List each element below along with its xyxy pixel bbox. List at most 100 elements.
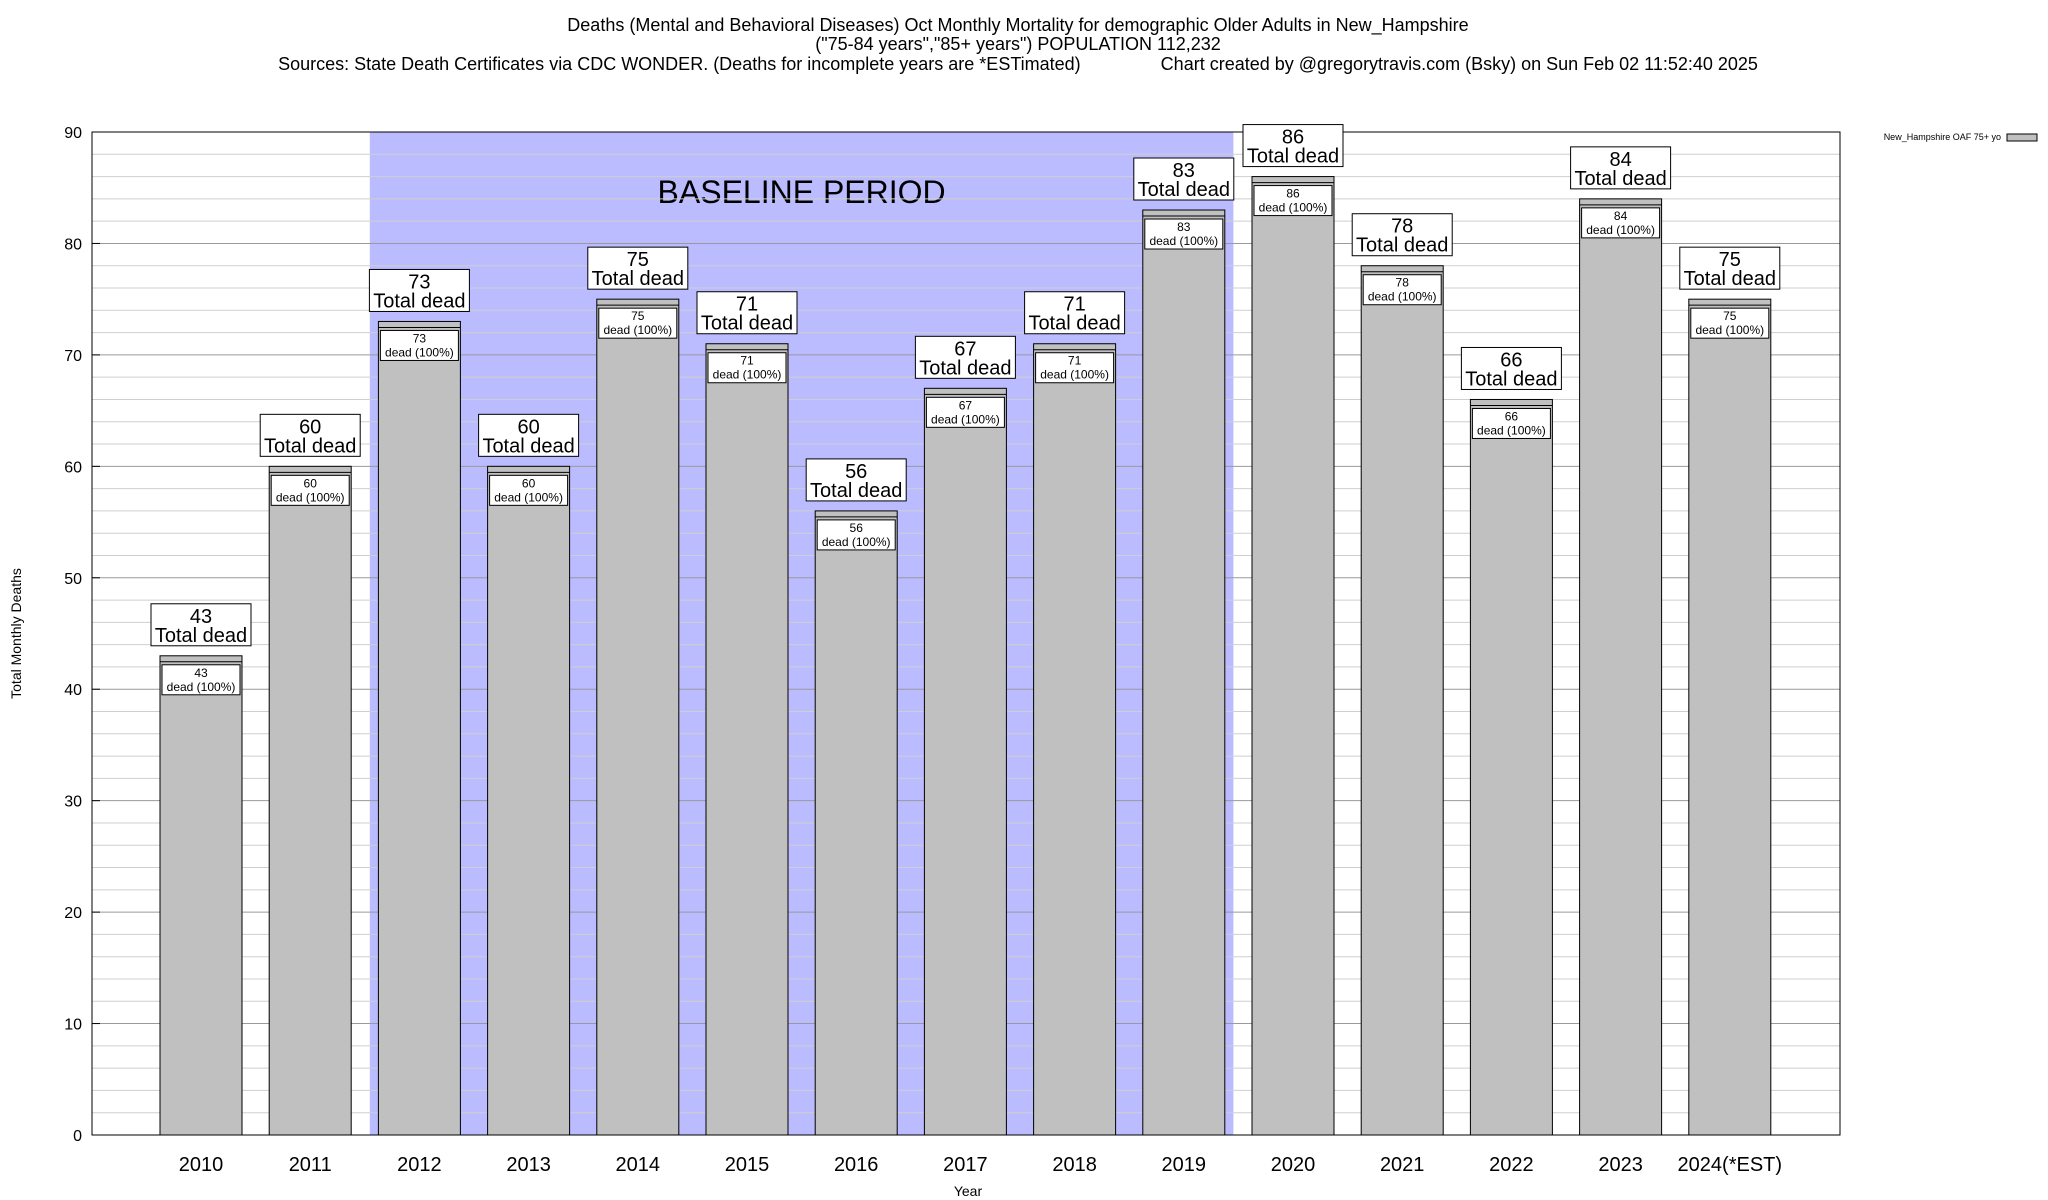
- x-tick-label: 2010: [179, 1154, 224, 1176]
- total-label-box: [368, 268, 470, 312]
- total-label-value: 67: [954, 338, 976, 360]
- total-label-text: Total dead: [1028, 313, 1120, 335]
- y-tick-label: 40: [64, 682, 82, 699]
- total-label-box: [259, 413, 361, 457]
- total-label-value: 56: [845, 461, 867, 483]
- inner-label-text: dead (100%): [1695, 323, 1764, 337]
- inner-label-text: dead (100%): [385, 345, 454, 359]
- bar: [1251, 176, 1335, 1136]
- total-label-value: 73: [408, 271, 430, 293]
- total-label-text: Total dead: [701, 313, 793, 335]
- bar: [377, 320, 461, 1136]
- x-tick-label: 2019: [1162, 1154, 1207, 1176]
- total-label-value: 84: [1609, 149, 1631, 171]
- total-label-value: 75: [1719, 249, 1741, 271]
- x-tick-label: 2024(*EST): [1678, 1154, 1783, 1176]
- inner-label-text: dead (100%): [1040, 368, 1109, 382]
- x-tick-label: 2022: [1489, 1154, 1534, 1176]
- bar: [268, 465, 352, 1136]
- inner-label-box: [489, 474, 569, 506]
- x-tick-label: 2016: [834, 1154, 879, 1176]
- inner-label-text: dead (100%): [1259, 201, 1328, 215]
- title-line-1: Deaths (Mental and Behavioral Diseases) …: [567, 15, 1468, 36]
- total-label-value: 86: [1282, 127, 1304, 149]
- x-tick-label: 2023: [1598, 1154, 1643, 1176]
- inner-label-text: dead (100%): [1368, 290, 1437, 304]
- total-label-text: Total dead: [1465, 368, 1557, 390]
- y-tick-label: 20: [64, 905, 82, 922]
- inner-label-value: 60: [522, 476, 536, 490]
- inner-label-box: [379, 329, 459, 361]
- bars: [159, 176, 1772, 1136]
- legend-entry-label: New_Hampshire OAF 75+ yo: [1884, 132, 2001, 142]
- y-tick-label: 80: [64, 236, 82, 253]
- total-label-box: [914, 335, 1016, 379]
- y-tick-label: 50: [64, 571, 82, 588]
- inner-label-text: dead (100%): [822, 535, 891, 549]
- total-label-box: [1570, 146, 1672, 190]
- inner-label-value: 75: [1723, 309, 1737, 323]
- inner-label-text: dead (100%): [1586, 223, 1655, 237]
- total-label-text: Total dead: [810, 480, 902, 502]
- inner-label-value: 86: [1286, 187, 1300, 201]
- total-label-text: Total dead: [919, 357, 1011, 379]
- bar: [1579, 198, 1663, 1136]
- inner-label-box: [270, 474, 350, 506]
- total-label-box: [1351, 213, 1453, 257]
- x-tick-label: 2021: [1380, 1154, 1425, 1176]
- inner-label-box: [598, 307, 678, 339]
- total-label-box: [696, 291, 798, 335]
- y-tick-label: 0: [73, 1128, 82, 1145]
- x-tick-label: 2011: [289, 1154, 332, 1176]
- total-label-value: 78: [1391, 216, 1413, 238]
- total-label-value: 83: [1173, 160, 1195, 182]
- inner-label-value: 67: [959, 398, 973, 412]
- legend: New_Hampshire OAF 75+ yo: [1884, 132, 2038, 142]
- total-label-text: Total dead: [1574, 168, 1666, 190]
- x-tick-label: 2013: [506, 1154, 551, 1176]
- inner-label-value: 78: [1396, 276, 1410, 290]
- inner-label-text: dead (100%): [494, 490, 563, 504]
- total-label-box: [150, 603, 252, 647]
- inner-label-box: [1471, 407, 1551, 439]
- inner-label-text: dead (100%): [713, 368, 782, 382]
- total-label-value: 71: [1063, 294, 1085, 316]
- total-label-box: [587, 246, 689, 290]
- plot-frame: [91, 131, 1841, 1136]
- inner-label-value: 84: [1614, 209, 1628, 223]
- x-tick-label: 2017: [943, 1154, 988, 1176]
- x-axis: 2010 2011 2012 2013 2014 2015 2016 2017 2018 2019…: [179, 1154, 1782, 1176]
- y-axis-title: Total Monthly Deaths: [8, 568, 24, 699]
- title-line-2: ("75-84 years","85+ years") POPULATION 1…: [815, 34, 1221, 54]
- total-label-text: Total dead: [1356, 235, 1448, 257]
- total-label-value: 43: [190, 606, 212, 628]
- inner-label-box: [1144, 218, 1224, 250]
- inner-label-box: [1690, 307, 1770, 339]
- bar: [1360, 265, 1444, 1136]
- inner-label-value: 71: [1068, 354, 1082, 368]
- x-tick-label: 2015: [725, 1154, 770, 1176]
- x-tick-label: 2014: [616, 1154, 661, 1176]
- total-label-value: 60: [517, 416, 539, 438]
- total-label-box: [1679, 246, 1781, 290]
- total-label-text: Total dead: [592, 268, 684, 290]
- bar: [1033, 343, 1117, 1136]
- inner-label-text: dead (100%): [167, 680, 236, 694]
- bar: [596, 298, 680, 1136]
- bar: [159, 655, 243, 1136]
- bar: [705, 343, 789, 1136]
- total-label-box: [478, 413, 580, 457]
- inner-label-box: [161, 664, 241, 696]
- total-label-box: [1242, 124, 1344, 168]
- x-tick-label: 2012: [397, 1154, 442, 1176]
- total-label-box: [805, 458, 907, 502]
- total-label-box: [1024, 291, 1126, 335]
- total-label-value: 66: [1500, 349, 1522, 371]
- total-label-value: 60: [299, 416, 321, 438]
- inner-label-box: [816, 519, 896, 551]
- chart-title: Deaths (Mental and Behavioral Diseases) …: [278, 15, 1758, 74]
- total-label-text: Total dead: [1247, 146, 1339, 168]
- total-label-text: Total dead: [1138, 179, 1230, 201]
